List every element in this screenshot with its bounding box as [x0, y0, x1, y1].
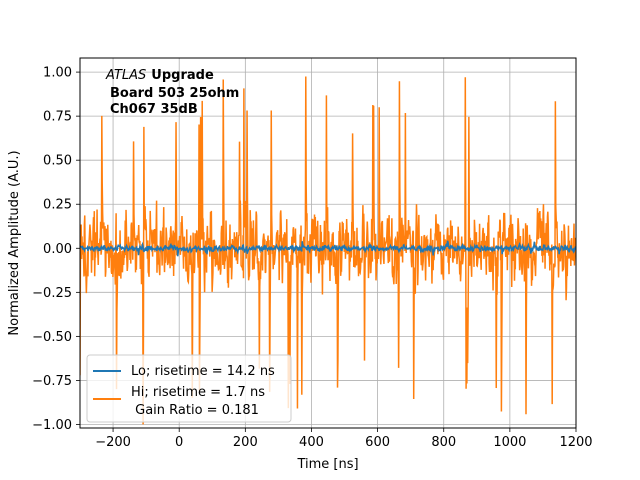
atlas-annotation: ATLAS Upgrade Board 503 25ohm Ch067 35dB [105, 68, 239, 117]
legend-label-hi-gain: Gain Ratio = 0.181 [131, 403, 259, 418]
x-tick-label: −200 [95, 435, 131, 450]
legend-label-lo: Lo; risetime = 14.2 ns [131, 364, 275, 379]
annotation-upgrade: Upgrade [151, 68, 214, 83]
series-line-hi [80, 76, 576, 425]
legend-box [86, 354, 292, 423]
x-tick-label: 0 [175, 435, 183, 450]
y-tick-label: −0.25 [32, 286, 72, 301]
series-line-lo [80, 240, 576, 257]
y-tick-label: −0.50 [32, 330, 72, 345]
annotation-atlas: ATLAS [105, 68, 146, 83]
plot-frame [79, 57, 577, 429]
y-tick-label: 1.00 [43, 66, 72, 81]
annotation-line-1: ATLAS Upgrade [105, 68, 214, 83]
x-tick-label: 400 [299, 435, 324, 450]
annotation-line-3: Ch067 35dB [110, 102, 198, 117]
y-tick-label: −0.75 [32, 374, 72, 389]
x-axis-label: Time [ns] [296, 457, 358, 472]
x-tick-label: 600 [365, 435, 390, 450]
x-tick-label: 200 [233, 435, 258, 450]
x-axis: −200 0 200 400 600 800 1000 1200 [95, 428, 593, 450]
y-axis-label: Normalized Amplitude (A.U.) [7, 150, 22, 335]
y-tick-label: −1.00 [32, 418, 72, 433]
x-tick-label: 800 [431, 435, 456, 450]
x-tick-label: 1000 [493, 435, 526, 450]
y-tick-label: 0.50 [43, 154, 72, 169]
y-tick-label: 0.75 [43, 110, 72, 125]
x-tick-label: 1200 [559, 435, 592, 450]
y-tick-label: 0.00 [43, 242, 72, 257]
y-tick-label: 0.25 [43, 198, 72, 213]
plot-area [80, 76, 576, 425]
legend-label-hi: Hi; risetime = 1.7 ns [131, 385, 265, 400]
y-axis: −1.00 −0.75 −0.50 −0.25 0.00 0.25 0.50 0.75 1.00 [32, 66, 80, 433]
legend: Lo; risetime = 14.2 ns Hi; risetime = 1.… [86, 354, 292, 423]
annotation-line-2: Board 503 25ohm [110, 86, 239, 101]
